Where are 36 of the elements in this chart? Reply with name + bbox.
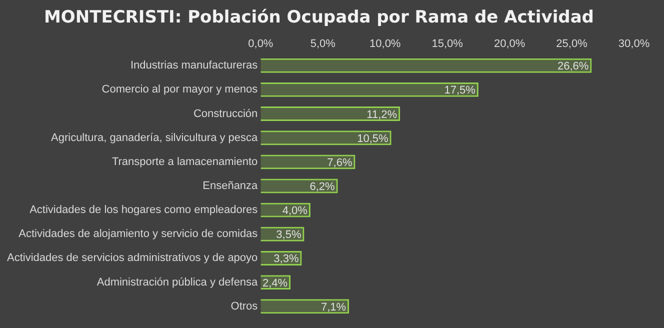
data-label: 4,0% xyxy=(282,205,308,218)
x-tick-label: 30,0% xyxy=(618,38,650,50)
y-tick-label: Actividades de alojamiento y servicio de comidas xyxy=(18,228,258,240)
chart-title: MONTECRISTI: Población Ocupada por Rama de Actividad xyxy=(44,8,594,28)
y-tick-label: Enseñanza xyxy=(202,180,259,192)
data-label: 17,5% xyxy=(444,84,476,97)
data-label: 7,6% xyxy=(327,156,352,169)
y-tick-label: Actividades de servicios administrativos y de apoyo xyxy=(6,252,258,264)
bar xyxy=(260,106,400,122)
y-tick-label: Agricultura, ganadería, silvicultura y pesca xyxy=(51,132,259,144)
x-tick-label: 25,0% xyxy=(556,38,588,50)
y-tick-label: Industrias manufactureras xyxy=(130,60,258,72)
bar xyxy=(260,299,350,314)
y-tick-label: Construcción xyxy=(193,108,258,120)
data-label: 10,5% xyxy=(357,132,389,145)
x-tick-label: 10,0% xyxy=(370,38,401,50)
data-label: 2,4% xyxy=(262,277,288,290)
bar xyxy=(260,154,356,170)
x-tick-label: 5,0% xyxy=(310,38,336,50)
data-label: 6,2% xyxy=(310,181,336,194)
data-label: 3,5% xyxy=(276,229,302,242)
x-tick-label: 15,0% xyxy=(432,38,464,50)
bar xyxy=(260,82,478,97)
data-label: 26,6% xyxy=(557,60,589,73)
y-tick-label: Actividades de los hogares como empleadores xyxy=(30,204,258,216)
bar xyxy=(260,130,392,146)
y-tick-label: Transporte a lamacenamiento xyxy=(112,156,258,168)
y-tick-label: Otros xyxy=(230,300,258,312)
x-tick-label: 0,0% xyxy=(248,38,274,50)
y-tick-label: Comercio al por mayor y menos xyxy=(102,84,258,96)
data-label: 7,1% xyxy=(320,301,346,314)
x-tick-label: 20,0% xyxy=(494,38,526,50)
data-label: 11,2% xyxy=(366,108,398,121)
data-label: 3,3% xyxy=(274,253,299,266)
bar xyxy=(260,58,592,73)
y-tick-label: Administración pública y defensa xyxy=(96,276,259,288)
